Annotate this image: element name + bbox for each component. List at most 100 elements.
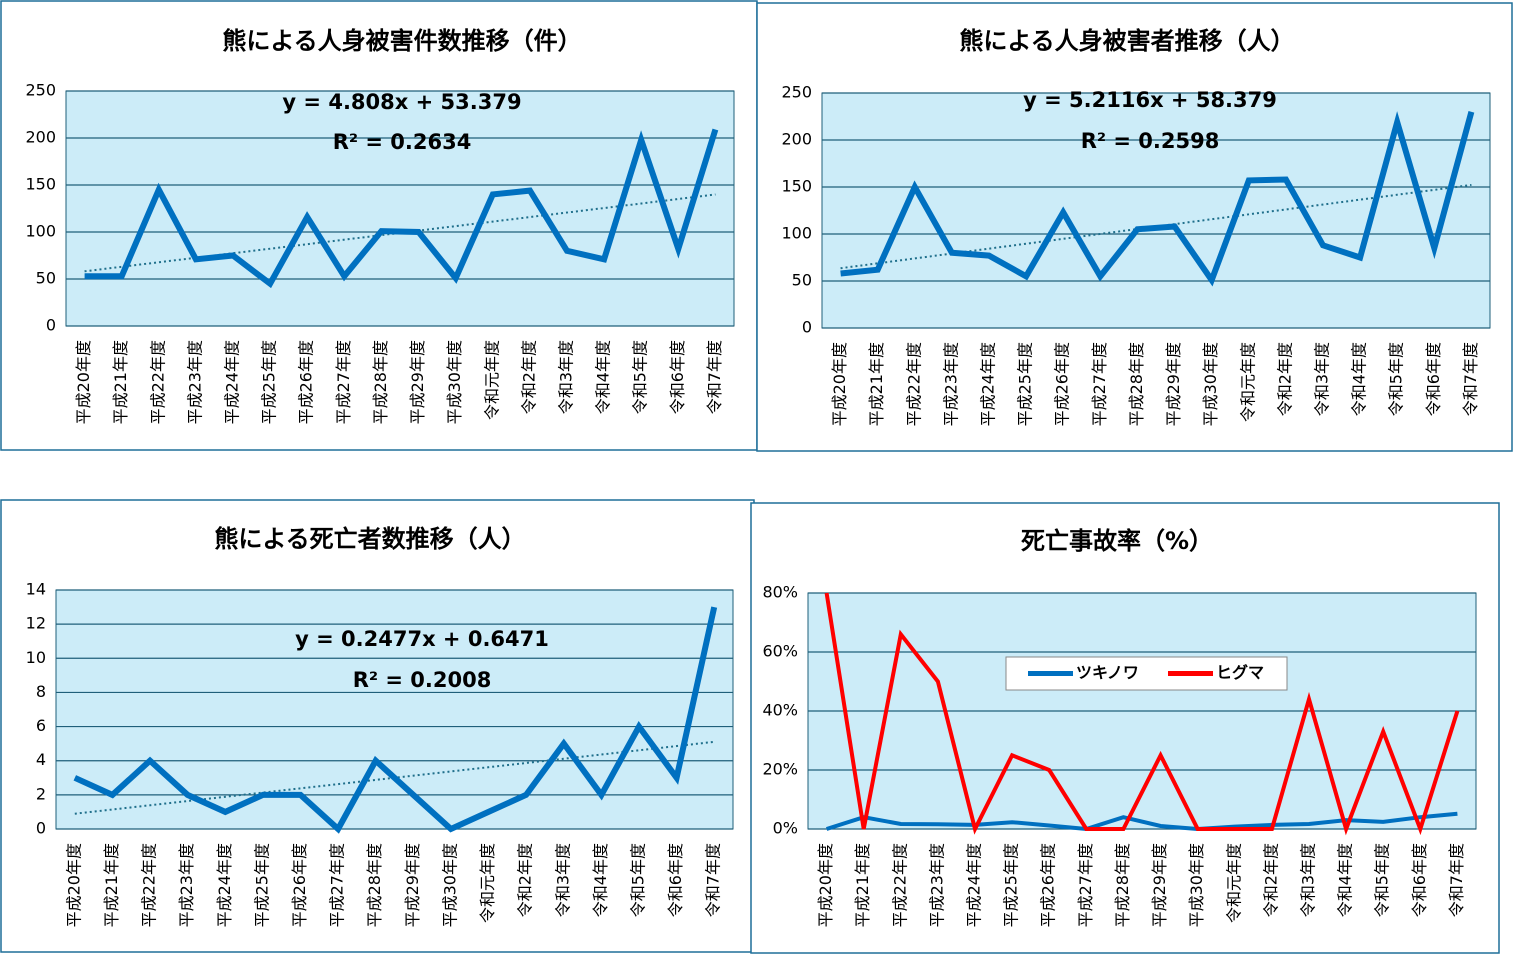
x-tick-label: 令和2年度 [519,340,538,414]
y-tick-label: 40% [762,701,798,720]
x-tick-label: 平成30年度 [445,340,464,424]
x-tick-label: 平成26年度 [1039,843,1058,927]
x-tick-label: 令和3年度 [557,340,576,414]
x-tick-label: 平成23年度 [927,843,946,927]
x-tick-label: 平成28年度 [371,340,390,424]
y-tick-label: 250 [781,83,812,102]
trendline-r-squared: R² = 0.2598 [1081,129,1220,153]
y-tick-label: 50 [36,269,56,288]
x-tick-label: 令和4年度 [591,843,610,917]
y-tick-label: 50 [792,271,812,290]
trendline-equation: y = 5.2116x + 58.379 [1023,88,1277,112]
x-tick-label: 平成20年度 [74,340,93,424]
trendline [84,193,716,273]
y-tick-label: 200 [25,128,56,147]
trendline [840,183,1472,270]
x-tick-label: 平成25年度 [260,340,279,424]
y-tick-label: 80% [762,583,798,602]
y-tick-label: 12 [26,614,46,633]
x-tick-label: 平成20年度 [816,843,835,927]
x-tick-label: 平成22年度 [890,843,909,927]
x-tick-label: 令和4年度 [594,340,613,414]
x-tick-label: 令和3年度 [1299,843,1318,917]
x-tick-label: 平成28年度 [1127,342,1146,426]
y-tick-label: 6 [36,716,46,735]
x-tick-label: 平成30年度 [1187,843,1206,927]
x-tick-label: 平成20年度 [64,843,83,927]
x-tick-label: 平成23年度 [185,340,204,424]
x-tick-label: 令和5年度 [1373,843,1392,917]
x-tick-label: 令和7年度 [705,340,724,414]
chart-title: 熊による人身被害者推移（人） [959,27,1294,55]
y-tick-label: 100 [25,222,56,241]
x-tick-label: 平成27年度 [1076,843,1095,927]
x-tick-label: 平成26年度 [290,843,309,927]
x-tick-label: 平成29年度 [1150,843,1169,927]
x-tick-label: 令和3年度 [1313,342,1332,416]
x-tick-label: 平成21年度 [111,340,130,424]
y-tick-label: 0 [46,316,56,335]
plot-area [55,589,734,830]
x-tick-label: 令和4年度 [1336,843,1355,917]
x-tick-label: 平成26年度 [297,340,316,424]
x-tick-label: 平成24年度 [979,342,998,426]
y-tick-label: 0 [36,819,46,838]
chart-title: 死亡事故率（%） [1021,527,1213,555]
x-tick-label: 平成24年度 [965,843,984,927]
x-tick-label: 平成25年度 [252,843,271,927]
y-tick-label: 250 [25,81,56,100]
x-tick-label: 平成23年度 [177,843,196,927]
x-tick-label: 平成22年度 [148,340,167,424]
y-tick-label: 2 [36,784,46,803]
x-tick-label: 平成29年度 [1164,342,1183,426]
x-tick-label: 平成24年度 [215,843,234,927]
x-tick-label: 平成25年度 [1016,342,1035,426]
y-tick-label: 100 [781,224,812,243]
x-tick-label: 令和6年度 [1424,342,1443,416]
trendline-equation: y = 0.2477x + 0.6471 [295,627,549,651]
x-tick-label: 令和6年度 [1410,843,1429,917]
x-tick-label: 令和7年度 [704,843,723,917]
x-tick-label: 令和7年度 [1447,843,1466,917]
x-tick-label: 令和5年度 [628,843,647,917]
y-tick-label: 20% [762,760,798,779]
x-tick-label: 平成29年度 [408,340,427,424]
x-tick-label: 平成22年度 [904,342,923,426]
trendline-r-squared: R² = 0.2008 [353,668,492,692]
y-tick-label: 0 [802,318,812,337]
y-tick-label: 14 [26,580,46,599]
legend: ツキノワ ヒグマ [1005,656,1288,691]
x-tick-label: 令和元年度 [478,843,497,923]
x-tick-label: 平成21年度 [853,843,872,927]
x-tick-label: 平成28年度 [365,843,384,927]
trendline-r-squared: R² = 0.2634 [333,130,472,154]
x-tick-label: 令和4年度 [1350,342,1369,416]
x-tick-label: 平成21年度 [867,342,886,426]
x-tick-label: 令和5年度 [631,340,650,414]
x-tick-label: 令和6年度 [666,843,685,917]
x-tick-label: 平成27年度 [334,340,353,424]
data-line [84,128,719,289]
y-tick-label: 0% [773,819,798,838]
x-tick-label: 平成28年度 [1113,843,1132,927]
x-tick-label: 令和2年度 [516,843,535,917]
x-tick-label: 令和7年度 [1461,342,1480,416]
data-line [73,606,718,834]
x-tick-label: 平成30年度 [440,843,459,927]
x-tick-label: 平成27年度 [328,843,347,927]
x-tick-label: 平成23年度 [941,342,960,426]
x-tick-label: 平成22年度 [140,843,159,927]
x-tick-label: 平成27年度 [1090,342,1109,426]
legend-label: ヒグマ [1216,663,1264,682]
data-line [825,811,1458,832]
y-tick-label: 200 [781,130,812,149]
y-tick-label: 4 [36,750,46,769]
trendline-equation: y = 4.808x + 53.379 [282,90,521,114]
y-tick-label: 8 [36,682,46,701]
y-tick-label: 150 [781,177,812,196]
x-tick-label: 平成24年度 [223,340,242,424]
x-tick-label: 平成20年度 [830,342,849,426]
x-tick-label: 平成26年度 [1053,342,1072,426]
x-tick-label: 令和5年度 [1387,342,1406,416]
y-tick-label: 10 [26,648,46,667]
